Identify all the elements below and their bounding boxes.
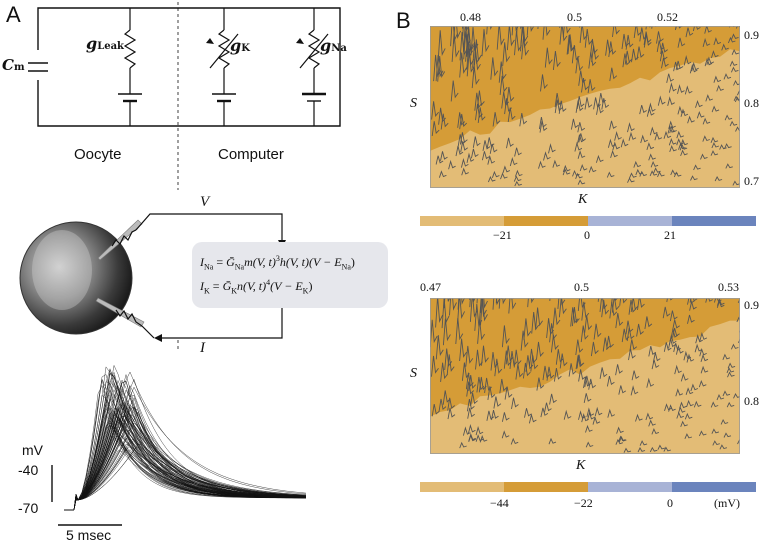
bottom-x-axis-label: K [576, 458, 586, 473]
map-frame [430, 298, 740, 454]
k-conductance-label: gK [230, 36, 250, 55]
top-y-tick-2: 0.8 [744, 96, 759, 110]
capacitance-label: Cm [2, 56, 25, 74]
top-x-tick-2: 0.5 [567, 10, 582, 24]
computer-label: Computer [218, 146, 284, 163]
na-branch [296, 8, 329, 126]
top-colorbar-tick-2: 0 [584, 228, 590, 242]
top-colorbar-tick-3: 21 [664, 228, 676, 242]
bottom-y-tick-1: 0.9 [744, 298, 759, 312]
bottom-parameter-map [430, 298, 740, 454]
trace-tick-top: -40 [18, 462, 39, 478]
oocyte-setup-diagram [19, 213, 286, 350]
equation-box: INa = ḠNam(V, t)3h(V, t)(V − ENa) IK = Ḡ… [192, 242, 388, 308]
bottom-colorbar-tick-1: −44 [490, 496, 509, 510]
current-label: I [200, 340, 205, 356]
top-x-tick-1: 0.48 [460, 10, 481, 24]
time-scale-label: 5 msec [66, 527, 112, 543]
trace-tick-bottom: -70 [18, 500, 39, 516]
trace-units-label: mV [22, 442, 43, 458]
map-spikes [430, 298, 740, 453]
bottom-colorbar-unit: (mV) [714, 496, 740, 510]
top-parameter-map [430, 26, 740, 188]
panel-a-letter: A [6, 2, 21, 27]
top-y-tick-1: 0.9 [744, 28, 759, 42]
oocyte-image [19, 221, 133, 335]
na-conductance-label: gNa [320, 36, 347, 55]
action-potential-traces [51, 364, 307, 526]
bottom-colorbar-tick-3: 0 [667, 496, 673, 510]
top-x-axis-label: K [578, 192, 588, 207]
bottom-colorbar [420, 482, 756, 492]
voltage-label: V [200, 194, 210, 210]
top-colorbar [420, 216, 756, 226]
bottom-y-axis-label: S [410, 366, 417, 381]
top-colorbar-tick-1: −21 [493, 228, 512, 242]
leak-conductance-label: gLeak [86, 34, 124, 53]
panel-b-letter: B [396, 8, 411, 33]
sodium-current-equation: INa = ḠNam(V, t)3h(V, t)(V − ENa) [200, 254, 355, 272]
bottom-y-tick-2: 0.8 [744, 394, 759, 408]
oocyte-label: Oocyte [74, 146, 122, 163]
top-y-tick-3: 0.7 [744, 174, 759, 188]
top-x-tick-3: 0.52 [657, 10, 678, 24]
potassium-current-equation: IK = ḠKn(V, t)4(V − EK) [200, 278, 313, 296]
map-spikes [431, 26, 740, 187]
bottom-colorbar-tick-2: −22 [574, 496, 593, 510]
bottom-x-tick-2: 0.5 [574, 280, 589, 294]
leak-branch [118, 8, 142, 126]
trace-group [64, 364, 307, 511]
top-y-axis-label: S [410, 96, 417, 111]
bottom-x-tick-3: 0.53 [718, 280, 739, 294]
k-branch [206, 8, 239, 126]
map-frame [430, 26, 740, 188]
membrane-circuit-diagram [28, 2, 341, 190]
bottom-x-tick-1: 0.47 [420, 280, 441, 294]
